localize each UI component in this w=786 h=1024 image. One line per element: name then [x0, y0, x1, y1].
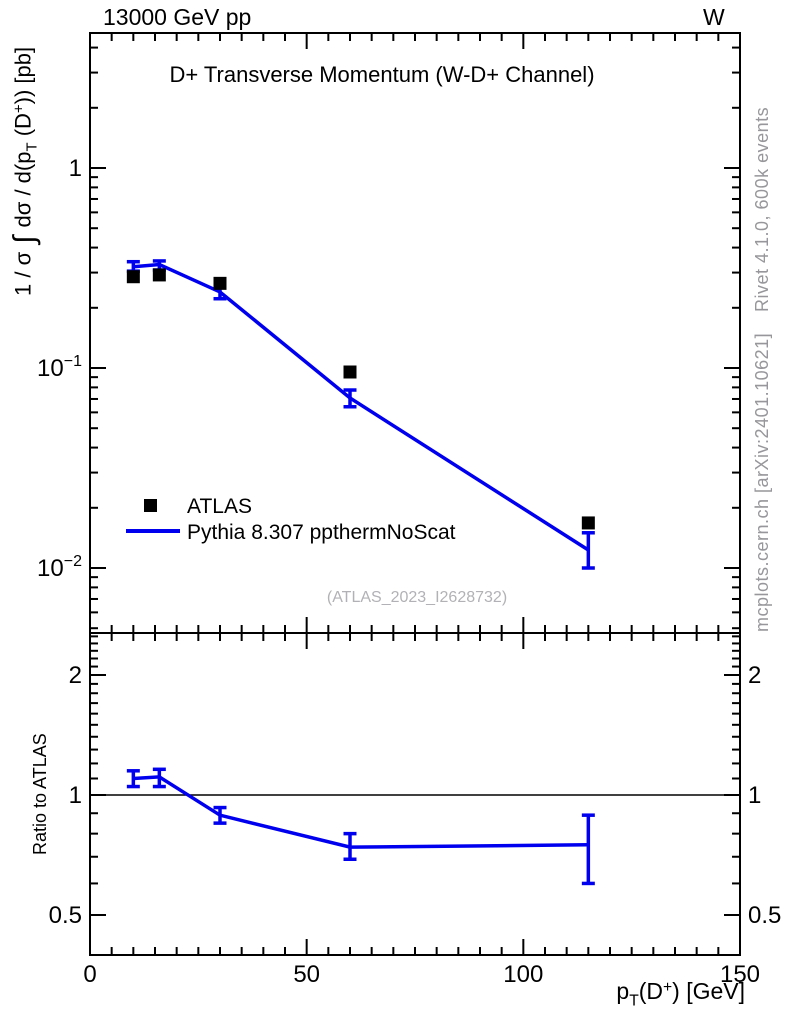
- y-tick-label-main: 1: [69, 155, 82, 182]
- x-label-sup-plus: +: [663, 978, 673, 996]
- y-tick-label-ratio-left: 2: [69, 662, 82, 689]
- analysis-id-watermark: (ATLAS_2023_I2628732): [326, 589, 508, 606]
- legend-marker-pythia: [126, 529, 180, 533]
- x-label-sub-T: T: [629, 992, 639, 1010]
- pythia-main-line: [133, 262, 590, 552]
- atlas-data-marker: [213, 276, 227, 290]
- legend-label-atlas: ATLAS: [187, 495, 252, 518]
- y-tick-label-main: 10−2: [37, 553, 82, 582]
- y-tick-label-ratio-right: 2: [748, 662, 761, 689]
- x-label-post: ) [GeV]: [672, 978, 745, 1004]
- y-tick-label-ratio-right: 1: [748, 782, 761, 809]
- integral-sign: ∫: [8, 235, 41, 244]
- x-tick-label: 100: [503, 961, 543, 988]
- y-label-sub-T: T: [23, 142, 41, 152]
- x-tick-label: 150: [720, 961, 760, 988]
- y-label-pre: 1 / σ: [10, 245, 36, 296]
- y-axis-label-ratio: Ratio to ATLAS: [30, 733, 50, 855]
- y-tick-label-ratio-right: 0.5: [748, 902, 781, 929]
- atlas-data-marker: [581, 516, 595, 530]
- y-axis-label-main: 1 / σ ∫ dσ / d(pT (D+)) [pb]: [8, 47, 42, 296]
- x-tick-label: 50: [293, 961, 320, 988]
- atlas-data-marker: [126, 270, 140, 284]
- legend-marker-atlas: [144, 499, 157, 512]
- pythia-ratio-line: [133, 775, 589, 849]
- process-label: W: [703, 4, 725, 30]
- x-label-pre: p: [616, 978, 630, 1004]
- ratio-panel-frame: [89, 632, 741, 956]
- atlas-data-marker: [152, 268, 166, 282]
- rivet-version-note: Rivet 4.1.0, 600k events: [752, 106, 772, 312]
- y-label-mid2: (D: [10, 113, 36, 143]
- y-label-mid: dσ / d(p: [10, 151, 36, 234]
- y-tick-label-main: 10−1: [37, 353, 82, 382]
- x-axis-label: pT(D+) [GeV]: [616, 978, 745, 1010]
- x-tick-label: 0: [83, 961, 96, 988]
- mcplots-arxiv-note: mcplots.cern.ch [arXiv:2401.10621]: [752, 332, 772, 632]
- atlas-data-marker: [343, 365, 357, 379]
- y-label-sup-plus: +: [10, 104, 28, 114]
- plot-title: D+ Transverse Momentum (W-D+ Channel): [169, 62, 595, 87]
- x-label-mid: (D: [638, 978, 664, 1004]
- y-tick-label-ratio-left: 1: [69, 782, 82, 809]
- beam-energy-label: 13000 GeV pp: [103, 4, 252, 30]
- legend-label-pythia: Pythia 8.307 ppthermNoScat: [187, 521, 456, 544]
- y-label-post: )) [pb]: [10, 46, 36, 105]
- y-tick-label-ratio-left: 0.5: [49, 902, 82, 929]
